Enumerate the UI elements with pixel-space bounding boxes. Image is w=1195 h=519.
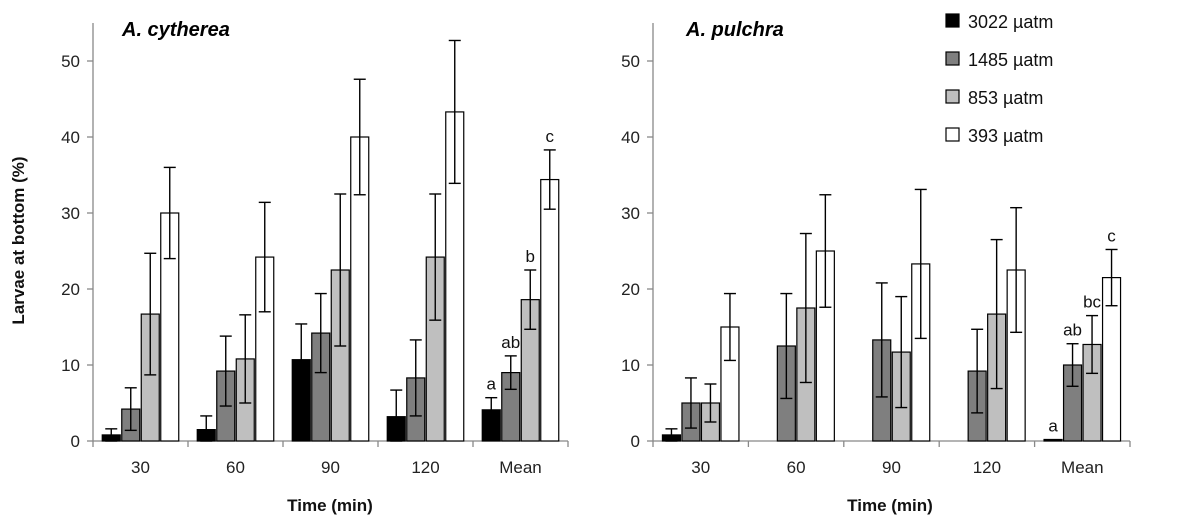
legend-label: 393 µatm: [968, 126, 1043, 146]
legend-swatch: [945, 127, 960, 142]
chart-title: A. cytherea: [121, 19, 230, 41]
y-tick-label: 20: [61, 280, 80, 299]
x-tick-label: Mean: [1061, 458, 1104, 477]
x-tick-label: 60: [787, 458, 806, 477]
x-tick-label: 60: [226, 458, 245, 477]
y-tick-label: 0: [71, 432, 80, 451]
bar: [540, 178, 560, 442]
x-tick-label: 30: [131, 458, 150, 477]
x-tick-label: 120: [973, 458, 1001, 477]
y-tick-label: 50: [61, 52, 80, 71]
significance-letter: b: [526, 247, 535, 266]
legend-label: 3022 µatm: [968, 12, 1053, 32]
chart-title: A. pulchra: [685, 19, 784, 41]
legend-label: 853 µatm: [968, 88, 1043, 108]
y-tick-label: 30: [61, 204, 80, 223]
significance-letter: a: [1048, 416, 1058, 435]
x-tick-label: Mean: [499, 458, 542, 477]
legend-label: 1485 µatm: [968, 50, 1053, 70]
significance-letter: ab: [501, 333, 520, 352]
x-tick-label: 30: [691, 458, 710, 477]
x-axis-title: Time (min): [287, 496, 373, 515]
y-tick-label: 50: [621, 52, 640, 71]
y-tick-label: 10: [61, 356, 80, 375]
x-axis-title: Time (min): [847, 496, 933, 515]
x-tick-label: 90: [882, 458, 901, 477]
y-axis-title: Larvae at bottom (%): [9, 156, 28, 324]
legend-swatch: [945, 89, 960, 104]
y-tick-label: 20: [621, 280, 640, 299]
significance-letter: c: [1107, 226, 1116, 245]
y-tick-label: 40: [61, 128, 80, 147]
y-tick-label: 40: [621, 128, 640, 147]
y-tick-label: 10: [621, 356, 640, 375]
significance-letter: a: [487, 375, 497, 394]
x-tick-label: 120: [411, 458, 439, 477]
x-tick-label: 90: [321, 458, 340, 477]
chart-legend: 3022 µatm 1485 µatm 853 µatm 393 µatm: [945, 12, 1053, 146]
chart-panel-a-cytherea: A. cytherea 0 10 20 30 40 50 30 60 90 120 Mean a ab b c…: [9, 19, 569, 515]
significance-letter: bc: [1083, 293, 1101, 312]
bar: [1043, 438, 1063, 442]
legend-swatch: [945, 51, 960, 66]
y-tick-label: 30: [621, 204, 640, 223]
legend-swatch: [945, 13, 960, 28]
y-tick-label: 0: [631, 432, 640, 451]
significance-letter: ab: [1063, 321, 1082, 340]
significance-letter: c: [546, 127, 555, 146]
